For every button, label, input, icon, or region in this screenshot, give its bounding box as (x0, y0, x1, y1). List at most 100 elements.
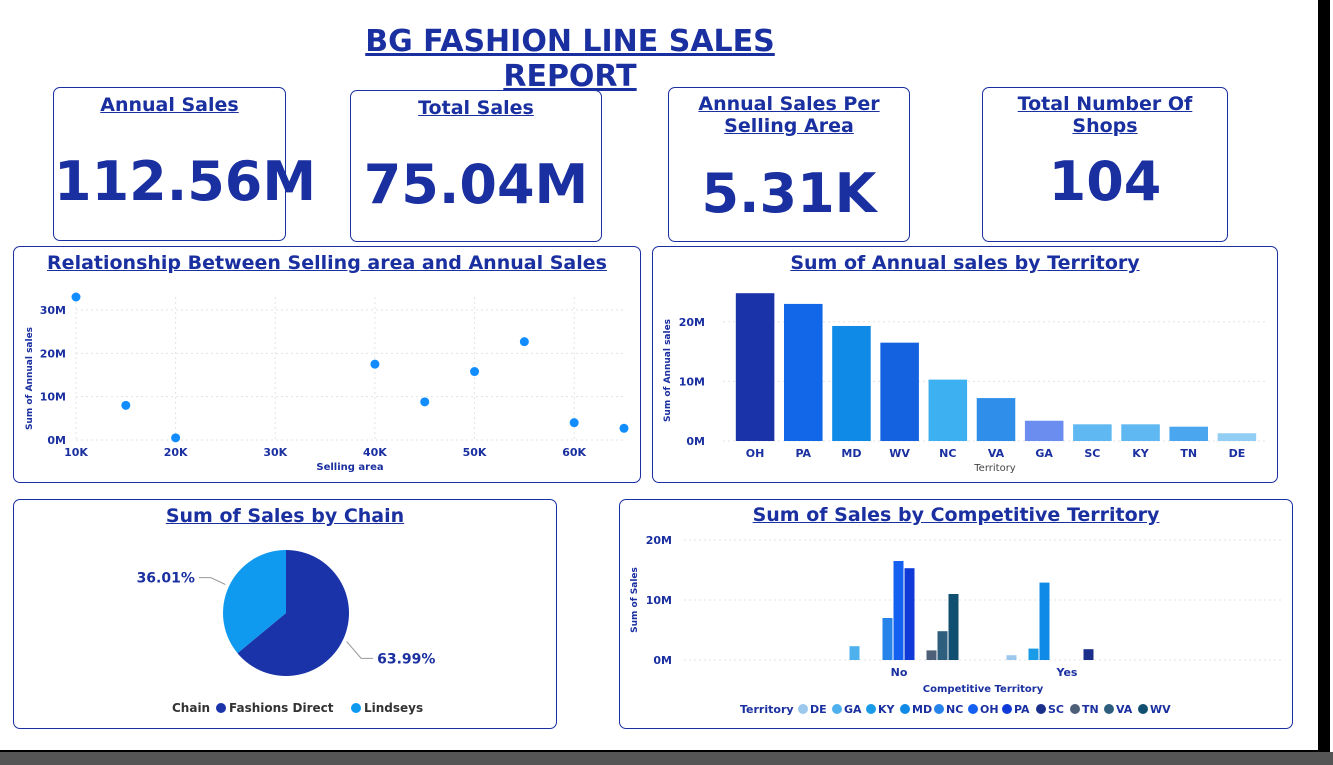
y-tick-label: 10M (40, 391, 66, 404)
bar (882, 618, 893, 660)
y-tick-label: 20M (40, 347, 66, 360)
legend-marker (968, 704, 978, 714)
legend-marker (900, 704, 910, 714)
legend-marker (866, 704, 876, 714)
scatter-point (470, 367, 480, 377)
legend-title: Chain (172, 701, 210, 715)
x-axis-label: Competitive Territory (923, 684, 1044, 695)
bar (1121, 424, 1160, 441)
x-tick-label: WV (889, 447, 910, 460)
bar (1169, 426, 1208, 441)
x-tick-label: SC (1084, 447, 1100, 460)
x-tick-label: PA (795, 447, 811, 460)
competitive-bar-chart: 0M 10M 20M No Yes Competitive Territory Sum of… (630, 534, 1282, 716)
bar (849, 646, 860, 660)
scatter-point (121, 400, 131, 410)
kpi-label: Annual Sales Per Selling Area (698, 93, 880, 137)
pie-data-label: 63.99% (377, 651, 435, 667)
bar (976, 398, 1016, 441)
legend-marker (1104, 704, 1114, 714)
kpi-label: Total Sales (418, 97, 534, 119)
scatter-point (619, 423, 629, 433)
chart-title: Sum of Sales by Competitive Territory (752, 504, 1160, 526)
kpi-card-total-sales[interactable]: Total Sales 75.04M (350, 90, 602, 242)
legend-marker (1002, 704, 1012, 714)
x-tick-label: 40K (363, 446, 387, 459)
legend-marker (832, 704, 842, 714)
kpi-value: 112.56M (54, 150, 317, 213)
x-tick-label: MD (841, 447, 861, 460)
chart-title: Sum of Annual sales by Territory (790, 252, 1140, 274)
kpi-value: 104 (1048, 150, 1162, 213)
y-tick-label: 20M (646, 534, 672, 547)
x-tick-label: 30K (263, 446, 287, 459)
legend-marker (1138, 704, 1148, 714)
kpi-value: 75.04M (363, 153, 589, 216)
kpi-label: Total Number Of Shops (1017, 93, 1193, 137)
x-tick-label: VA (988, 447, 1005, 460)
y-tick-label: 20M (679, 316, 705, 329)
scatter-chart: 0M 10M 20M 30M 10K 20K 30K 40K 50K 60K Selling are… (25, 292, 629, 473)
scatter-point (569, 418, 579, 428)
legend-label: WV (1150, 703, 1171, 716)
kpi-card-total-shops[interactable]: Total Number Of Shops 104 (982, 87, 1228, 242)
frame-shadow (0, 752, 1333, 765)
x-tick-label: 20K (164, 446, 188, 459)
legend-marker (216, 703, 226, 713)
kpi-card-annual-sales[interactable]: Annual Sales 112.56M (53, 87, 317, 241)
legend-marker (1036, 704, 1046, 714)
x-tick-label: Yes (1056, 666, 1078, 679)
y-tick-label: 0M (653, 654, 672, 667)
bar (937, 631, 948, 660)
chart-title: Relationship Between Selling area and An… (47, 252, 607, 274)
bar (948, 594, 959, 660)
bar (735, 293, 775, 441)
x-tick-label: OH (746, 447, 765, 460)
x-axis-label: Selling area (316, 462, 383, 473)
x-tick-label: KY (1132, 447, 1150, 460)
legend-marker (934, 704, 944, 714)
x-tick-label: 10K (64, 446, 88, 459)
pie-slice (237, 550, 350, 676)
x-tick-label: DE (1229, 447, 1246, 460)
leader-line (346, 641, 374, 659)
y-axis-label: Sum of Sales (630, 567, 640, 633)
bar (784, 303, 823, 441)
legend-marker (351, 703, 361, 713)
legend-label: GA (844, 703, 862, 716)
x-axis-label: Territory (973, 463, 1016, 474)
competitive-bar-chart-panel[interactable]: Sum of Sales by Competitive Territory 0M… (619, 499, 1293, 729)
y-tick-label: 30M (40, 304, 66, 317)
chart-title: Sum of Sales by Chain (165, 505, 405, 527)
bar (880, 342, 919, 441)
chain-pie-chart-panel[interactable]: Sum of Sales by Chain 63.99% 36.01% Chain F… (13, 499, 557, 729)
scatter-chart-panel[interactable]: Relationship Between Selling area and An… (13, 246, 641, 483)
legend-label: NC (946, 703, 963, 716)
report-title: BG FASHION LINE SALES REPORT (365, 24, 775, 94)
legend-label: SC (1048, 703, 1064, 716)
legend-label: TN (1082, 703, 1099, 716)
bar (893, 561, 904, 660)
legend-label: Fashions Direct (229, 701, 334, 715)
legend-marker (798, 704, 808, 714)
kpi-label: Annual Sales (100, 94, 239, 116)
kpi-card-sales-per-area[interactable]: Annual Sales Per Selling Area 5.31K (668, 87, 910, 242)
legend-label: KY (878, 703, 896, 716)
territory-bar-chart-panel[interactable]: Sum of Annual sales by Territory 0M 10M 20… (652, 246, 1278, 483)
y-tick-label: 0M (47, 434, 66, 447)
legend-label: MD (912, 703, 932, 716)
bar (1217, 433, 1257, 441)
legend-label: DE (810, 703, 827, 716)
y-tick-label: 10M (646, 594, 672, 607)
x-tick-label: TN (1180, 447, 1197, 460)
y-tick-label: 0M (686, 435, 705, 448)
x-tick-label: 50K (463, 446, 487, 459)
scatter-point (519, 337, 529, 347)
chain-pie-chart: 63.99% 36.01% Chain Fashions Direct Lindseys (137, 550, 435, 715)
x-tick-label: GA (1035, 447, 1053, 460)
x-tick-label: NC (939, 447, 956, 460)
bar (926, 650, 937, 660)
y-axis-label: Sum of Annual sales (663, 319, 673, 422)
y-axis-label: Sum of Annual sales (25, 327, 35, 430)
